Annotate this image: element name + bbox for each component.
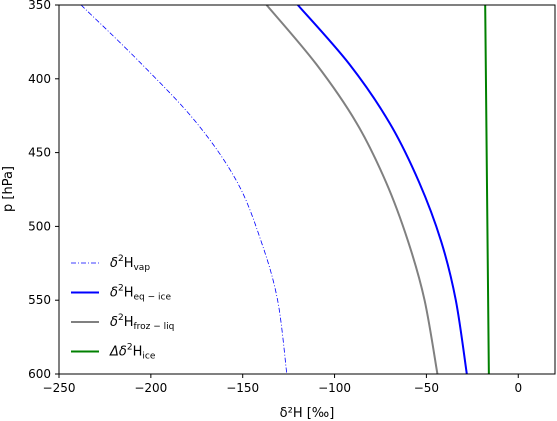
- y-tick-label: 450: [28, 146, 51, 160]
- series-line-froz_liq: [265, 5, 439, 374]
- y-tick-label: 400: [28, 72, 51, 86]
- x-tick-label: −100: [318, 381, 351, 395]
- series-line-vap: [80, 5, 288, 374]
- legend-label-froz_liq: δ2Hfroz − liq: [110, 313, 174, 332]
- y-tick-label: 550: [28, 293, 51, 307]
- x-tick-label: −150: [226, 381, 259, 395]
- x-tick-label: −250: [43, 381, 76, 395]
- x-axis: −250 −200 −150 −100 −50 0: [43, 374, 522, 395]
- x-tick-label: −200: [134, 381, 167, 395]
- legend-label-vap: δ2Hvap: [110, 254, 150, 273]
- legend: δ2Hvap δ2Heq − ice δ2Hfroz − liq Δδ2Hice: [71, 254, 174, 362]
- legend-label-eq_ice: δ2Heq − ice: [110, 284, 171, 303]
- y-tick-label: 500: [28, 219, 51, 233]
- plot-area: [59, 5, 555, 374]
- y-tick-label: 350: [28, 0, 51, 12]
- x-tick-label: 0: [514, 381, 522, 395]
- x-axis-label: δ²H [‰]: [280, 406, 335, 421]
- plot-frame: [58, 4, 556, 375]
- legend-label-delta_ice: Δδ2Hice: [109, 343, 156, 362]
- series-line-eq_ice: [297, 5, 468, 374]
- y-axis: 350 400 450 500 550 600: [28, 0, 59, 381]
- series-line-delta_ice: [484, 5, 490, 374]
- x-tick-label: −50: [414, 381, 439, 395]
- y-tick-label: 600: [28, 367, 51, 381]
- y-axis-label: p [hPa]: [1, 166, 16, 212]
